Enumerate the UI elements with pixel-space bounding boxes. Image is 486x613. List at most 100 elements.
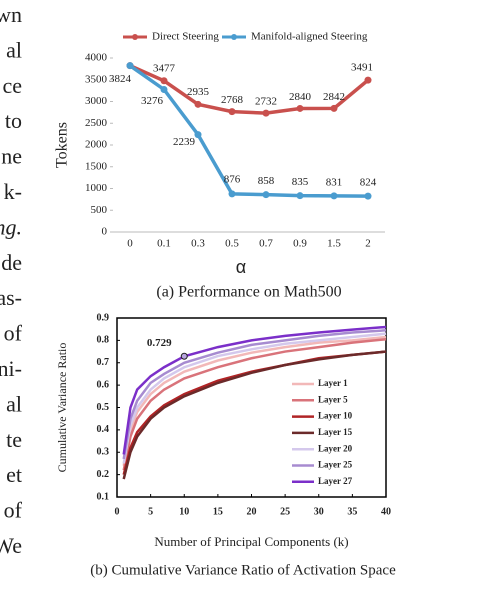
legend-label: Layer 10 <box>318 411 353 421</box>
x-tick-label: 2 <box>365 238 371 250</box>
y-tick-label: 0.1 <box>97 491 110 502</box>
x-tick-label: 1.5 <box>327 238 341 250</box>
data-point <box>364 192 372 200</box>
y-tick-label: 2000 <box>85 139 108 151</box>
data-point <box>194 131 202 139</box>
y-axis-label: Cumulative Variance Ratio <box>55 343 69 473</box>
data-point <box>262 109 270 117</box>
y-tick-label: 0.5 <box>97 402 110 413</box>
data-point <box>330 104 338 112</box>
legend-label: Layer 1 <box>318 378 348 388</box>
data-label: 2840 <box>289 91 312 103</box>
y-tick-label: 3500 <box>85 73 108 85</box>
body-text-fragment: of <box>4 498 23 523</box>
caption: (a) Performance on Math500 <box>156 284 341 301</box>
body-text-fragment: de <box>1 250 22 275</box>
legend-label: Direct Steering <box>152 31 219 43</box>
data-label: 835 <box>292 176 309 188</box>
x-tick-label: 0.7 <box>259 238 273 250</box>
y-tick-label: 4000 <box>85 52 108 64</box>
y-tick-label: 0.6 <box>97 379 110 390</box>
y-tick-label: 0 <box>102 226 108 238</box>
y-tick-label: 1500 <box>85 160 108 172</box>
data-label: 3276 <box>141 95 164 107</box>
body-text-fragment: ng. <box>0 214 22 239</box>
legend-label: Layer 27 <box>318 476 353 486</box>
body-text-fragment: ce <box>2 73 22 98</box>
x-tick-label: 0.9 <box>293 238 307 250</box>
y-tick-label: 1000 <box>85 182 108 194</box>
x-tick-label: 5 <box>148 506 153 517</box>
legend-label: Layer 15 <box>318 427 353 437</box>
data-point <box>330 192 338 200</box>
y-tick-label: 0.4 <box>97 424 110 435</box>
y-tick-label: 500 <box>91 204 108 216</box>
body-text-fragment: k- <box>4 179 22 204</box>
annotation: 0.729 <box>147 337 172 349</box>
x-axis-label: Number of Principal Components (k) <box>154 534 348 549</box>
body-text-fragment: as- <box>0 285 22 310</box>
data-label: 3477 <box>153 62 176 74</box>
legend-marker <box>132 34 138 40</box>
data-point <box>296 192 304 200</box>
data-label: 824 <box>360 177 377 189</box>
series-line <box>122 325 387 455</box>
x-tick-label: 25 <box>280 506 290 517</box>
x-tick-label: 0.3 <box>191 238 205 250</box>
series-line <box>122 332 387 464</box>
body-text-fragment: al <box>6 391 22 416</box>
x-tick-label: 40 <box>381 506 391 517</box>
data-label: 3491 <box>351 62 373 74</box>
x-tick-label: 15 <box>213 506 223 517</box>
body-text-fragment: of <box>4 321 23 346</box>
legend-label: Manifold-aligned Steering <box>251 31 368 43</box>
body-text-fragment: wn <box>0 2 22 27</box>
y-tick-label: 0.3 <box>97 447 110 458</box>
legend-label: Layer 20 <box>318 443 353 453</box>
data-label: 858 <box>258 175 275 187</box>
series-line <box>122 350 387 480</box>
y-tick-label: 0.2 <box>97 469 110 480</box>
data-label: 2239 <box>173 136 196 148</box>
x-tick-label: 0.1 <box>157 238 171 250</box>
y-axis-label: Tokens <box>54 122 71 168</box>
body-text-fragment: to <box>5 108 22 133</box>
data-point <box>228 108 236 116</box>
legend-label: Layer 25 <box>318 460 353 470</box>
series-line <box>122 335 387 466</box>
data-label: 876 <box>224 173 241 185</box>
series-line <box>122 329 387 460</box>
data-point <box>296 104 304 112</box>
data-label: 831 <box>326 176 343 188</box>
series-line <box>122 338 387 471</box>
data-label: 2768 <box>221 94 244 106</box>
data-label: 3824 <box>109 73 132 85</box>
x-tick-label: 0.5 <box>225 238 239 250</box>
series-line <box>129 64 370 115</box>
x-tick-label: 0 <box>127 238 133 250</box>
x-tick-label: 20 <box>247 506 257 517</box>
body-text-fragment: te <box>6 427 22 452</box>
x-tick-label: 30 <box>314 506 324 517</box>
y-tick-label: 3000 <box>85 95 108 107</box>
x-tick-label: 35 <box>347 506 357 517</box>
caption: (b) Cumulative Variance Ratio of Activat… <box>90 562 396 578</box>
y-tick-label: 0.9 <box>97 312 110 323</box>
data-point <box>194 100 202 108</box>
y-tick-label: 2500 <box>85 117 108 129</box>
body-text-fragment: ni- <box>0 356 22 381</box>
data-label: 2732 <box>255 96 277 108</box>
body-text-fragment: et <box>6 462 22 487</box>
y-tick-label: 0.7 <box>97 357 110 368</box>
x-axis-label: α <box>236 257 246 277</box>
y-tick-label: 0.8 <box>97 335 110 346</box>
body-text-fragment: ne <box>1 144 22 169</box>
data-label: 2842 <box>323 91 345 103</box>
data-label: 2935 <box>187 86 210 98</box>
data-point <box>160 77 168 85</box>
x-tick-label: 10 <box>179 506 189 517</box>
legend-marker <box>231 34 237 40</box>
legend-label: Layer 5 <box>318 394 348 404</box>
